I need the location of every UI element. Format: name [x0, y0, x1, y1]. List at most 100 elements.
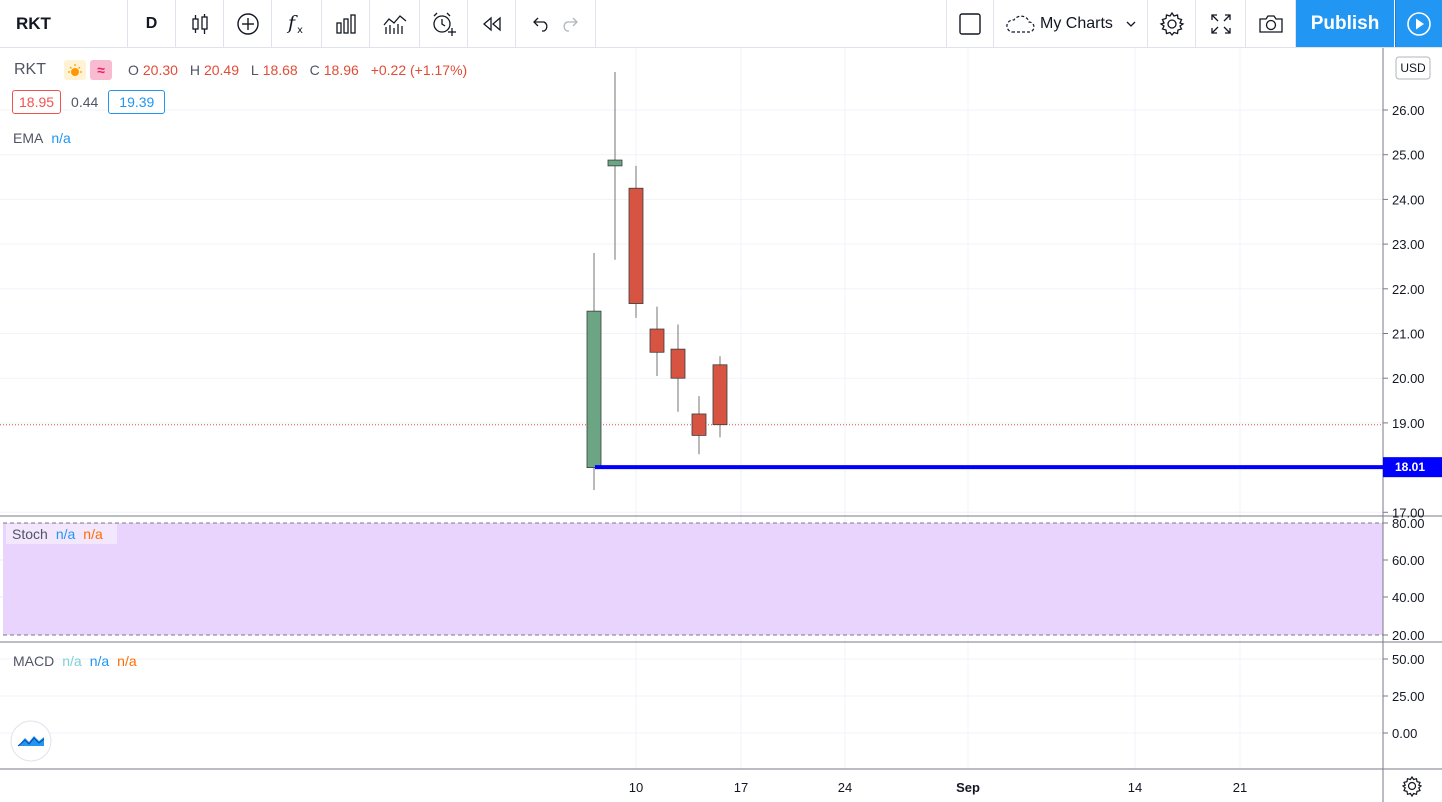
svg-text:f: f [286, 12, 298, 34]
publish-button[interactable]: Publish [1296, 0, 1394, 47]
price-tick-label: 21.00 [1392, 327, 1425, 342]
stoch-legend[interactable]: Stoch n/a n/a [6, 524, 117, 544]
candle-body [670, 348, 686, 379]
time-tick-label: 14 [1128, 780, 1142, 795]
macd-tick-label: 50.00 [1392, 652, 1425, 667]
indicator-icon [383, 14, 406, 34]
chart-panes[interactable]: 26.00 25.00 24.00 23.00 22.00 21.00 20.00 19.00… [0, 48, 1442, 802]
replay-icon [482, 16, 501, 31]
bid-ask-row: 18.95 0.44 19.39 [12, 90, 166, 114]
candle-body [586, 310, 602, 468]
candle[interactable] [649, 306, 665, 376]
stoch-tick-label: 80.00 [1392, 516, 1425, 531]
price-tick-label: 26.00 [1392, 103, 1425, 118]
price-tick-label: 24.00 [1392, 192, 1425, 207]
chart-type-button[interactable] [176, 0, 224, 47]
candle-body [607, 159, 623, 167]
candles-series[interactable] [586, 72, 728, 490]
time-tick-label: 24 [838, 780, 852, 795]
stoch-k-value: n/a [55, 526, 76, 542]
settings-button[interactable] [1148, 0, 1196, 47]
stoch-name: Stoch [12, 526, 48, 542]
currency-label: USD [1400, 61, 1426, 75]
price-axis[interactable]: 26.00 25.00 24.00 23.00 22.00 21.00 20.00 19.00… [1383, 103, 1425, 741]
chevron-down-icon [1126, 21, 1136, 27]
compare-button[interactable] [224, 0, 272, 47]
sun-icon[interactable] [64, 60, 86, 80]
undo-icon[interactable] [531, 16, 551, 32]
fullscreen-button[interactable] [1196, 0, 1246, 47]
camera-icon [1258, 14, 1283, 33]
price-tick-label: 23.00 [1392, 237, 1425, 252]
layout-button[interactable] [946, 0, 994, 47]
price-tick-label: 25.00 [1392, 148, 1425, 163]
add-icon [236, 12, 259, 35]
stoch-d-value: n/a [83, 526, 103, 542]
candle-body [628, 187, 644, 304]
cloud-icon [1006, 15, 1035, 33]
sell-price-button[interactable]: 18.95 [12, 90, 62, 114]
bars-icon [335, 13, 356, 34]
tradingview-logo-icon[interactable] [10, 720, 52, 762]
chart-canvas[interactable]: 26.00 25.00 24.00 23.00 22.00 21.00 20.00 19.00… [0, 48, 1442, 802]
alert-icon [432, 12, 456, 36]
alert-button[interactable] [420, 0, 468, 47]
ema-value: n/a [51, 130, 71, 146]
my-charts-button[interactable]: My Charts [994, 0, 1148, 47]
symbol-search-button[interactable]: RKT [0, 0, 128, 47]
templates-button[interactable] [370, 0, 420, 47]
ohlc-values: O 20.30 H 20.49 L 18.68 C 18.96 +0.22 (+1.17… [128, 62, 468, 78]
time-tick-label: Sep [956, 780, 980, 795]
play-icon [1407, 11, 1431, 36]
ema-legend[interactable]: EMA n/a [13, 130, 79, 146]
fullscreen-icon [1210, 13, 1231, 34]
macd-legend[interactable]: MACD n/a n/a n/a [13, 653, 145, 669]
publish-options-button[interactable] [1395, 0, 1442, 47]
stoch-tick-label: 60.00 [1392, 553, 1425, 568]
macd-value-3: n/a [117, 653, 137, 669]
candles-icon [191, 13, 208, 34]
gear-icon [1159, 11, 1184, 36]
time-tick-label: 10 [629, 780, 643, 795]
replay-button[interactable] [468, 0, 516, 47]
snapshot-button[interactable] [1246, 0, 1296, 47]
stoch-band [3, 523, 1383, 635]
stoch-tick-label: 40.00 [1392, 590, 1425, 605]
macd-name: MACD [13, 653, 55, 669]
candle[interactable] [586, 253, 602, 490]
delayed-data-icon[interactable]: ≈ [90, 60, 112, 80]
price-tick-label: 22.00 [1392, 282, 1425, 297]
spread-value: 0.44 [71, 94, 99, 110]
candle-body [712, 364, 728, 426]
candle[interactable] [691, 396, 707, 455]
stoch-tick-label: 20.00 [1392, 628, 1425, 643]
price-tick-label: 19.00 [1392, 416, 1425, 431]
legend-symbol: RKT [14, 61, 46, 78]
candle[interactable] [670, 324, 686, 412]
macd-tick-label: 0.00 [1392, 726, 1417, 741]
layout-icon [959, 12, 981, 35]
price-tick-label: 20.00 [1392, 371, 1425, 386]
interval-button[interactable]: D [128, 0, 176, 47]
axis-settings-gear-icon[interactable] [1401, 775, 1423, 798]
price-tick-label: 17.00 [1392, 505, 1425, 520]
my-charts-label: My Charts [1040, 14, 1113, 32]
ema-name: EMA [13, 130, 44, 146]
time-tick-label: 21 [1233, 780, 1247, 795]
time-axis[interactable]: 10 17 24 Sep 14 21 [629, 780, 1247, 795]
candle[interactable] [628, 165, 644, 318]
redo-icon[interactable] [560, 16, 580, 32]
svg-text:x: x [297, 25, 303, 36]
undo-redo-group [516, 0, 596, 47]
financials-button[interactable] [322, 0, 370, 47]
candle[interactable] [712, 356, 728, 438]
main-legend: RKT ≈ O 20.30 H 20.49 L 18.68 C 18.96 +0.22 … [14, 60, 471, 80]
buy-price-button[interactable]: 19.39 [108, 90, 166, 114]
candle[interactable] [607, 72, 623, 260]
change-value: +0.22 (+1.17%) [370, 62, 468, 78]
macd-tick-label: 25.00 [1392, 689, 1425, 704]
currency-badge[interactable] [1395, 56, 1431, 80]
